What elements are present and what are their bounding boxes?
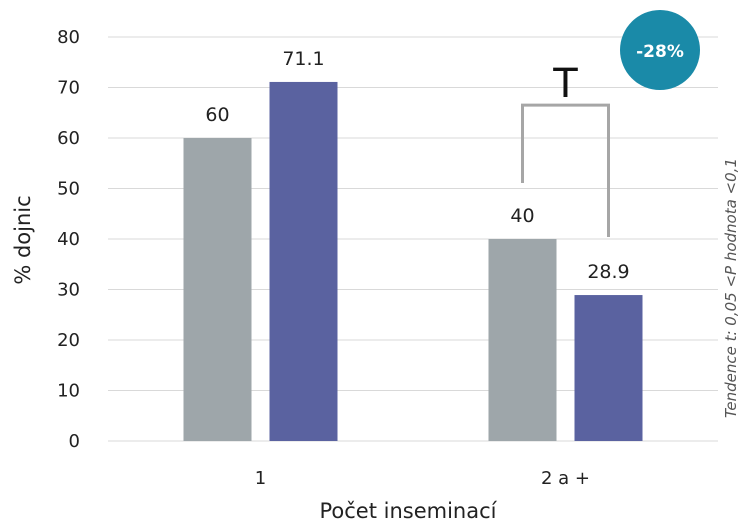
data-labels: 60 71.1 40 28.9 <box>205 48 629 283</box>
x-axis-ticks: 1 2 a + <box>255 468 590 489</box>
bar <box>183 138 252 441</box>
difference-badge <box>620 10 700 90</box>
y-tick-label: 10 <box>57 381 80 402</box>
difference-badge-text: -28% <box>636 42 684 62</box>
y-tick-label: 50 <box>57 179 80 200</box>
bar-data-label: 40 <box>510 205 534 227</box>
x-tick-label: 2 a + <box>541 468 590 489</box>
y-tick-label: 80 <box>57 27 80 48</box>
y-tick-label: 60 <box>57 128 80 149</box>
bar-data-label: 28.9 <box>587 261 629 283</box>
y-tick-label: 30 <box>57 280 80 301</box>
significance-marker: T <box>552 61 578 107</box>
y-tick-label: 20 <box>57 330 80 351</box>
bars <box>183 81 643 441</box>
y-axis-ticks: 0 10 20 30 40 50 60 70 80 <box>57 27 80 452</box>
footnote: Tendence t: 0,05 <P hodnota <0,1 <box>722 158 740 418</box>
x-axis-title: Počet inseminací <box>320 499 498 523</box>
bar-data-label: 60 <box>205 104 229 126</box>
y-tick-label: 0 <box>69 431 80 452</box>
y-axis-title: % dojnic <box>11 195 35 284</box>
significance-bracket <box>521 103 610 238</box>
y-tick-label: 70 <box>57 78 80 99</box>
bar <box>574 295 643 441</box>
x-tick-label: 1 <box>255 468 266 489</box>
bar <box>488 239 557 441</box>
bar-data-label: 71.1 <box>282 48 324 70</box>
y-tick-label: 40 <box>57 229 80 250</box>
bar <box>269 81 338 441</box>
